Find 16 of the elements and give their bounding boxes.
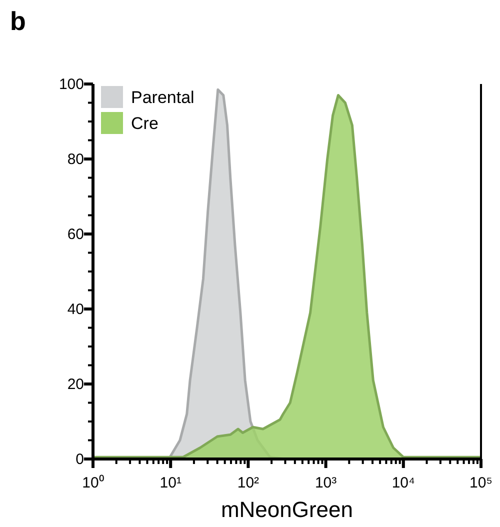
x-tick-label: 10⁵ <box>470 474 492 492</box>
y-tick-label: 60 <box>67 226 84 243</box>
x-tick-label: 10⁴ <box>392 474 415 492</box>
y-tick-label: 80 <box>67 150 84 168</box>
y-tick-label: 40 <box>67 300 84 318</box>
x-tick-label: 10³ <box>314 474 337 492</box>
y-tick-label: 100 <box>58 76 84 93</box>
y-tick-label: 0 <box>76 450 84 468</box>
y-tick-label: 20 <box>67 376 84 393</box>
legend-label: Cre <box>131 114 158 133</box>
text: b <box>10 6 26 36</box>
x-axis-title: mNeonGreen <box>220 497 354 522</box>
x-tick-label: 10⁰ <box>82 474 104 492</box>
x-tick-label: 10¹ <box>160 474 182 492</box>
legend-label: Parental <box>131 88 194 107</box>
x-tick-label: 10² <box>237 474 260 492</box>
